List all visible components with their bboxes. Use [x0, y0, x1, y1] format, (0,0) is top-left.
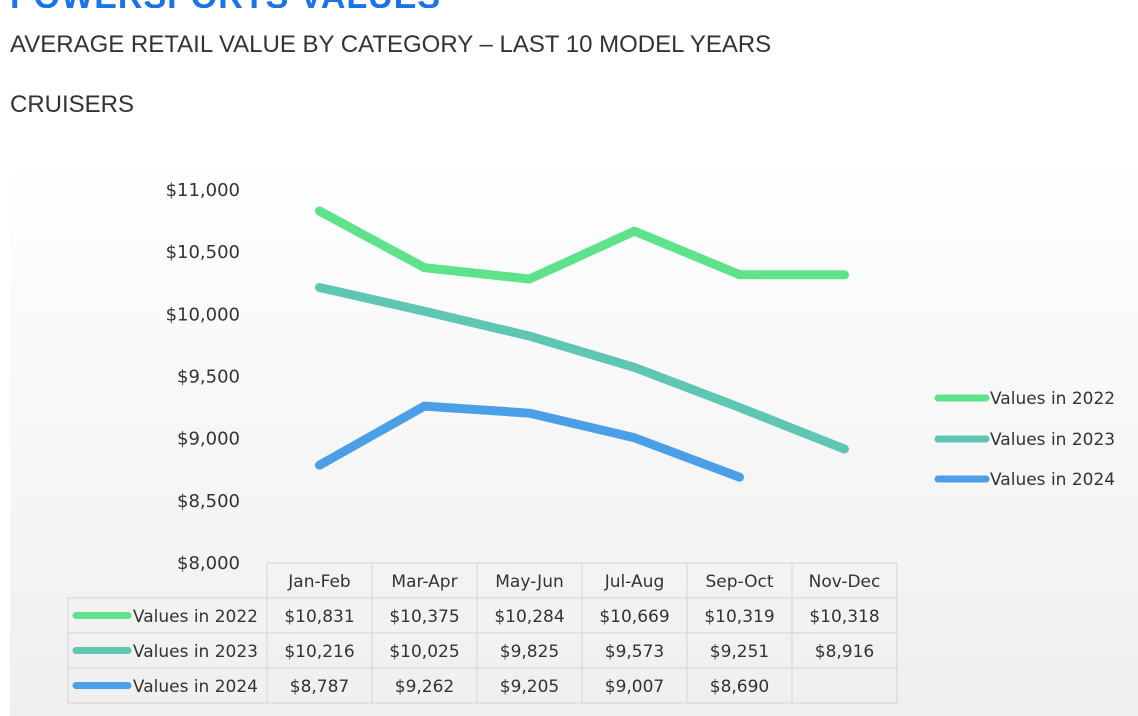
series-line-2 — [315, 282, 849, 454]
legend-label: Values in 2023 — [990, 430, 1115, 450]
table-series-name: Values in 2022 — [133, 607, 258, 627]
x-category-label: Jul-Aug — [604, 572, 664, 592]
page-subtitle: AVERAGE RETAIL VALUE BY CATEGORY – LAST … — [10, 31, 772, 58]
table-series-name: Values in 2024 — [133, 677, 258, 697]
y-tick-label: $9,500 — [177, 367, 240, 388]
series-line-1 — [315, 206, 849, 284]
x-category-label: Sep-Oct — [705, 572, 773, 592]
chart-area: $8,000 $8,500 $9,000 $9,500 $10,000 $10,500 $1… — [10, 158, 1138, 716]
series-line-3 — [315, 401, 744, 482]
table-cell-value: $8,787 — [290, 677, 349, 697]
table-cell-value: $9,825 — [500, 642, 559, 662]
category-heading: CRUISERS — [10, 91, 135, 118]
legend-label: Values in 2024 — [990, 470, 1115, 490]
x-category-label: May-Jun — [495, 572, 564, 592]
legend-label: Values in 2022 — [990, 389, 1115, 409]
table-cell-value: $8,690 — [710, 677, 769, 697]
y-tick-label: $9,000 — [177, 429, 240, 450]
table-cell-value: $9,205 — [500, 677, 559, 697]
table-cell-value: $9,262 — [395, 677, 454, 697]
y-tick-label: $8,500 — [177, 491, 240, 512]
table-cell-value: $10,375 — [389, 607, 459, 627]
page-title: POWERSPORTS VALUES — [10, 0, 441, 8]
y-tick-label: $11,000 — [166, 180, 240, 201]
table-cell-value: $10,319 — [704, 607, 774, 627]
table-cell-value: $10,216 — [284, 642, 354, 662]
table-cell-value: $9,251 — [710, 642, 769, 662]
table-series-name: Values in 2023 — [133, 642, 258, 662]
table-cell-value: $10,831 — [284, 607, 354, 627]
x-category-label: Nov-Dec — [809, 572, 881, 592]
table-cell-value: $10,669 — [599, 607, 669, 627]
y-tick-label: $10,500 — [166, 242, 240, 263]
y-tick-label: $8,000 — [177, 553, 240, 574]
table-cell-value: $10,025 — [389, 642, 459, 662]
x-category-label: Mar-Apr — [391, 572, 457, 592]
table-cell-value: $9,573 — [605, 642, 664, 662]
table-cell-value: $8,916 — [815, 642, 874, 662]
y-tick-label: $10,000 — [166, 304, 240, 325]
table-cell-value: $10,318 — [809, 607, 879, 627]
table-cell-value: $9,007 — [605, 677, 664, 697]
x-category-label: Jan-Feb — [287, 572, 350, 592]
line-chart: $8,000 $8,500 $9,000 $9,500 $10,000 $10,500 $1… — [67, 180, 1115, 704]
table-cell-value: $10,284 — [494, 607, 564, 627]
